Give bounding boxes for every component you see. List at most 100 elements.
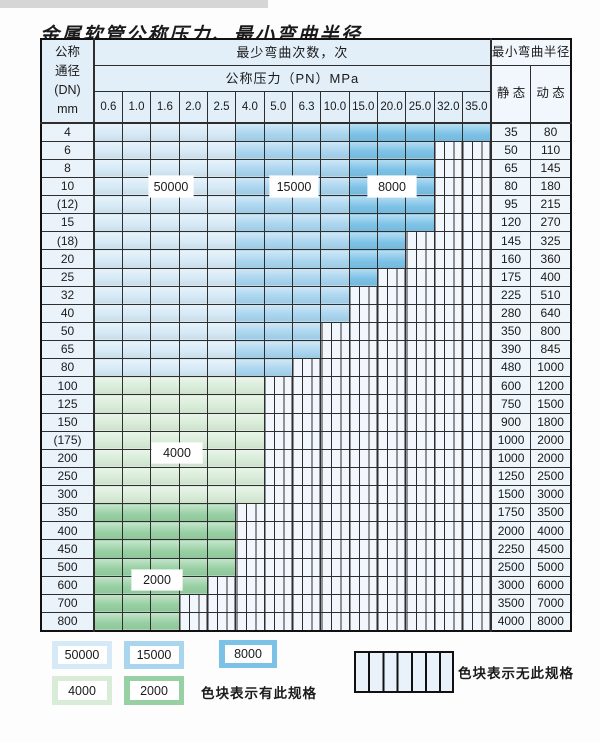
spec-cell	[178, 249, 208, 269]
dynamic-value: 640	[530, 303, 572, 323]
spec-cell	[235, 194, 265, 215]
spec-cell	[291, 539, 322, 559]
spec-cell	[150, 503, 180, 523]
spec-cell	[461, 249, 492, 269]
dn-label: 8	[40, 158, 95, 178]
table-row: (175) 1000 2000	[40, 430, 572, 450]
spec-cell	[320, 176, 350, 197]
spec-cell	[235, 430, 265, 450]
dn-header-line-1: 通径	[54, 64, 80, 78]
pn-header: 1.0	[121, 91, 152, 124]
spec-cell	[93, 194, 123, 215]
spec-cell	[291, 412, 322, 432]
dynamic-value: 6000	[530, 575, 572, 595]
dynamic-value: 2500	[530, 466, 572, 487]
spec-cell	[461, 575, 492, 595]
table-row: 500 2500 5000	[40, 557, 572, 577]
pn-header: 32.0	[433, 91, 463, 124]
spec-cell	[121, 484, 152, 505]
spec-cell	[320, 611, 350, 632]
spec-cell	[433, 194, 463, 215]
table-row: 300 1500 3000	[40, 484, 572, 505]
spec-cell	[320, 285, 350, 305]
spec-cell	[206, 521, 237, 541]
spec-cell	[376, 539, 407, 559]
dynamic-value: 800	[530, 321, 572, 342]
spec-cell	[178, 231, 208, 251]
spec-cell	[93, 140, 123, 160]
spec-cell	[376, 394, 407, 414]
spec-cell	[206, 303, 237, 323]
spec-cell	[235, 539, 265, 559]
spec-cell	[320, 267, 350, 287]
spec-cell	[93, 339, 123, 360]
table-row: 150 900 1800	[40, 412, 572, 432]
dn-label: 65	[40, 339, 95, 360]
spec-cell	[121, 412, 152, 432]
spec-cell	[93, 466, 123, 487]
spec-cell	[150, 593, 180, 613]
static-value: 480	[489, 358, 532, 378]
table-body: 公称 通径 (DN) mm 最少弯曲次数，次 最小弯曲半径 公称压力（PN）MPa 静 态动 …	[40, 38, 572, 632]
spec-cell	[235, 267, 265, 287]
static-value: 1500	[489, 484, 532, 505]
spec-cell	[263, 267, 293, 287]
spec-cell	[320, 521, 350, 541]
spec-cell	[348, 122, 378, 142]
spec-cell	[348, 521, 378, 541]
dn-label: 200	[40, 448, 95, 468]
spec-cell	[376, 412, 407, 432]
spec-cell	[150, 267, 180, 287]
static-value: 35	[489, 122, 532, 142]
pn-header: 35.0	[461, 91, 492, 124]
spec-cell	[178, 484, 208, 505]
spec-cell	[405, 285, 435, 305]
spec-cell	[376, 484, 407, 505]
spec-cell	[93, 593, 123, 613]
spec-cell	[150, 611, 180, 632]
spec-cell	[150, 466, 180, 487]
spec-cell	[206, 575, 237, 595]
spec-cell	[405, 593, 435, 613]
spec-cell	[320, 249, 350, 269]
table-row: 250 1250 2500	[40, 466, 572, 487]
pn-header: 2.0	[178, 91, 208, 124]
spec-cell	[405, 448, 435, 468]
spec-cell	[263, 194, 293, 215]
table-row: 8 65 145	[40, 158, 572, 178]
spec-cell	[405, 140, 435, 160]
spec-cell	[461, 321, 492, 342]
spec-cell	[235, 593, 265, 613]
table-row: 20 160 360	[40, 249, 572, 269]
spec-cell	[376, 593, 407, 613]
spec-cell	[93, 213, 123, 233]
spec-cell	[291, 503, 322, 523]
spec-cell	[93, 376, 123, 396]
spec-cell	[348, 484, 378, 505]
spec-cell	[405, 358, 435, 378]
spec-cell	[291, 303, 322, 323]
spec-cell	[461, 593, 492, 613]
spec-cell	[348, 140, 378, 160]
spec-cell	[376, 339, 407, 360]
spec-cell	[93, 122, 123, 142]
legend-chip-value: 50000	[57, 646, 107, 664]
spec-cell	[263, 321, 293, 342]
spec-cell	[461, 122, 492, 142]
spec-cell	[348, 593, 378, 613]
spec-cell	[405, 503, 435, 523]
spec-cell	[320, 575, 350, 595]
static-value: 175	[489, 267, 532, 287]
spec-cell	[235, 303, 265, 323]
spec-cell	[461, 339, 492, 360]
spec-cell	[291, 122, 322, 142]
table-row: 80 480 1000	[40, 358, 572, 378]
spec-cell	[461, 176, 492, 197]
spec-cell	[178, 303, 208, 323]
spec-cell	[348, 194, 378, 215]
spec-cell	[320, 484, 350, 505]
dn-label: 50	[40, 321, 95, 342]
spec-cell	[291, 267, 322, 287]
spec-cell	[461, 557, 492, 577]
spec-cell	[348, 557, 378, 577]
